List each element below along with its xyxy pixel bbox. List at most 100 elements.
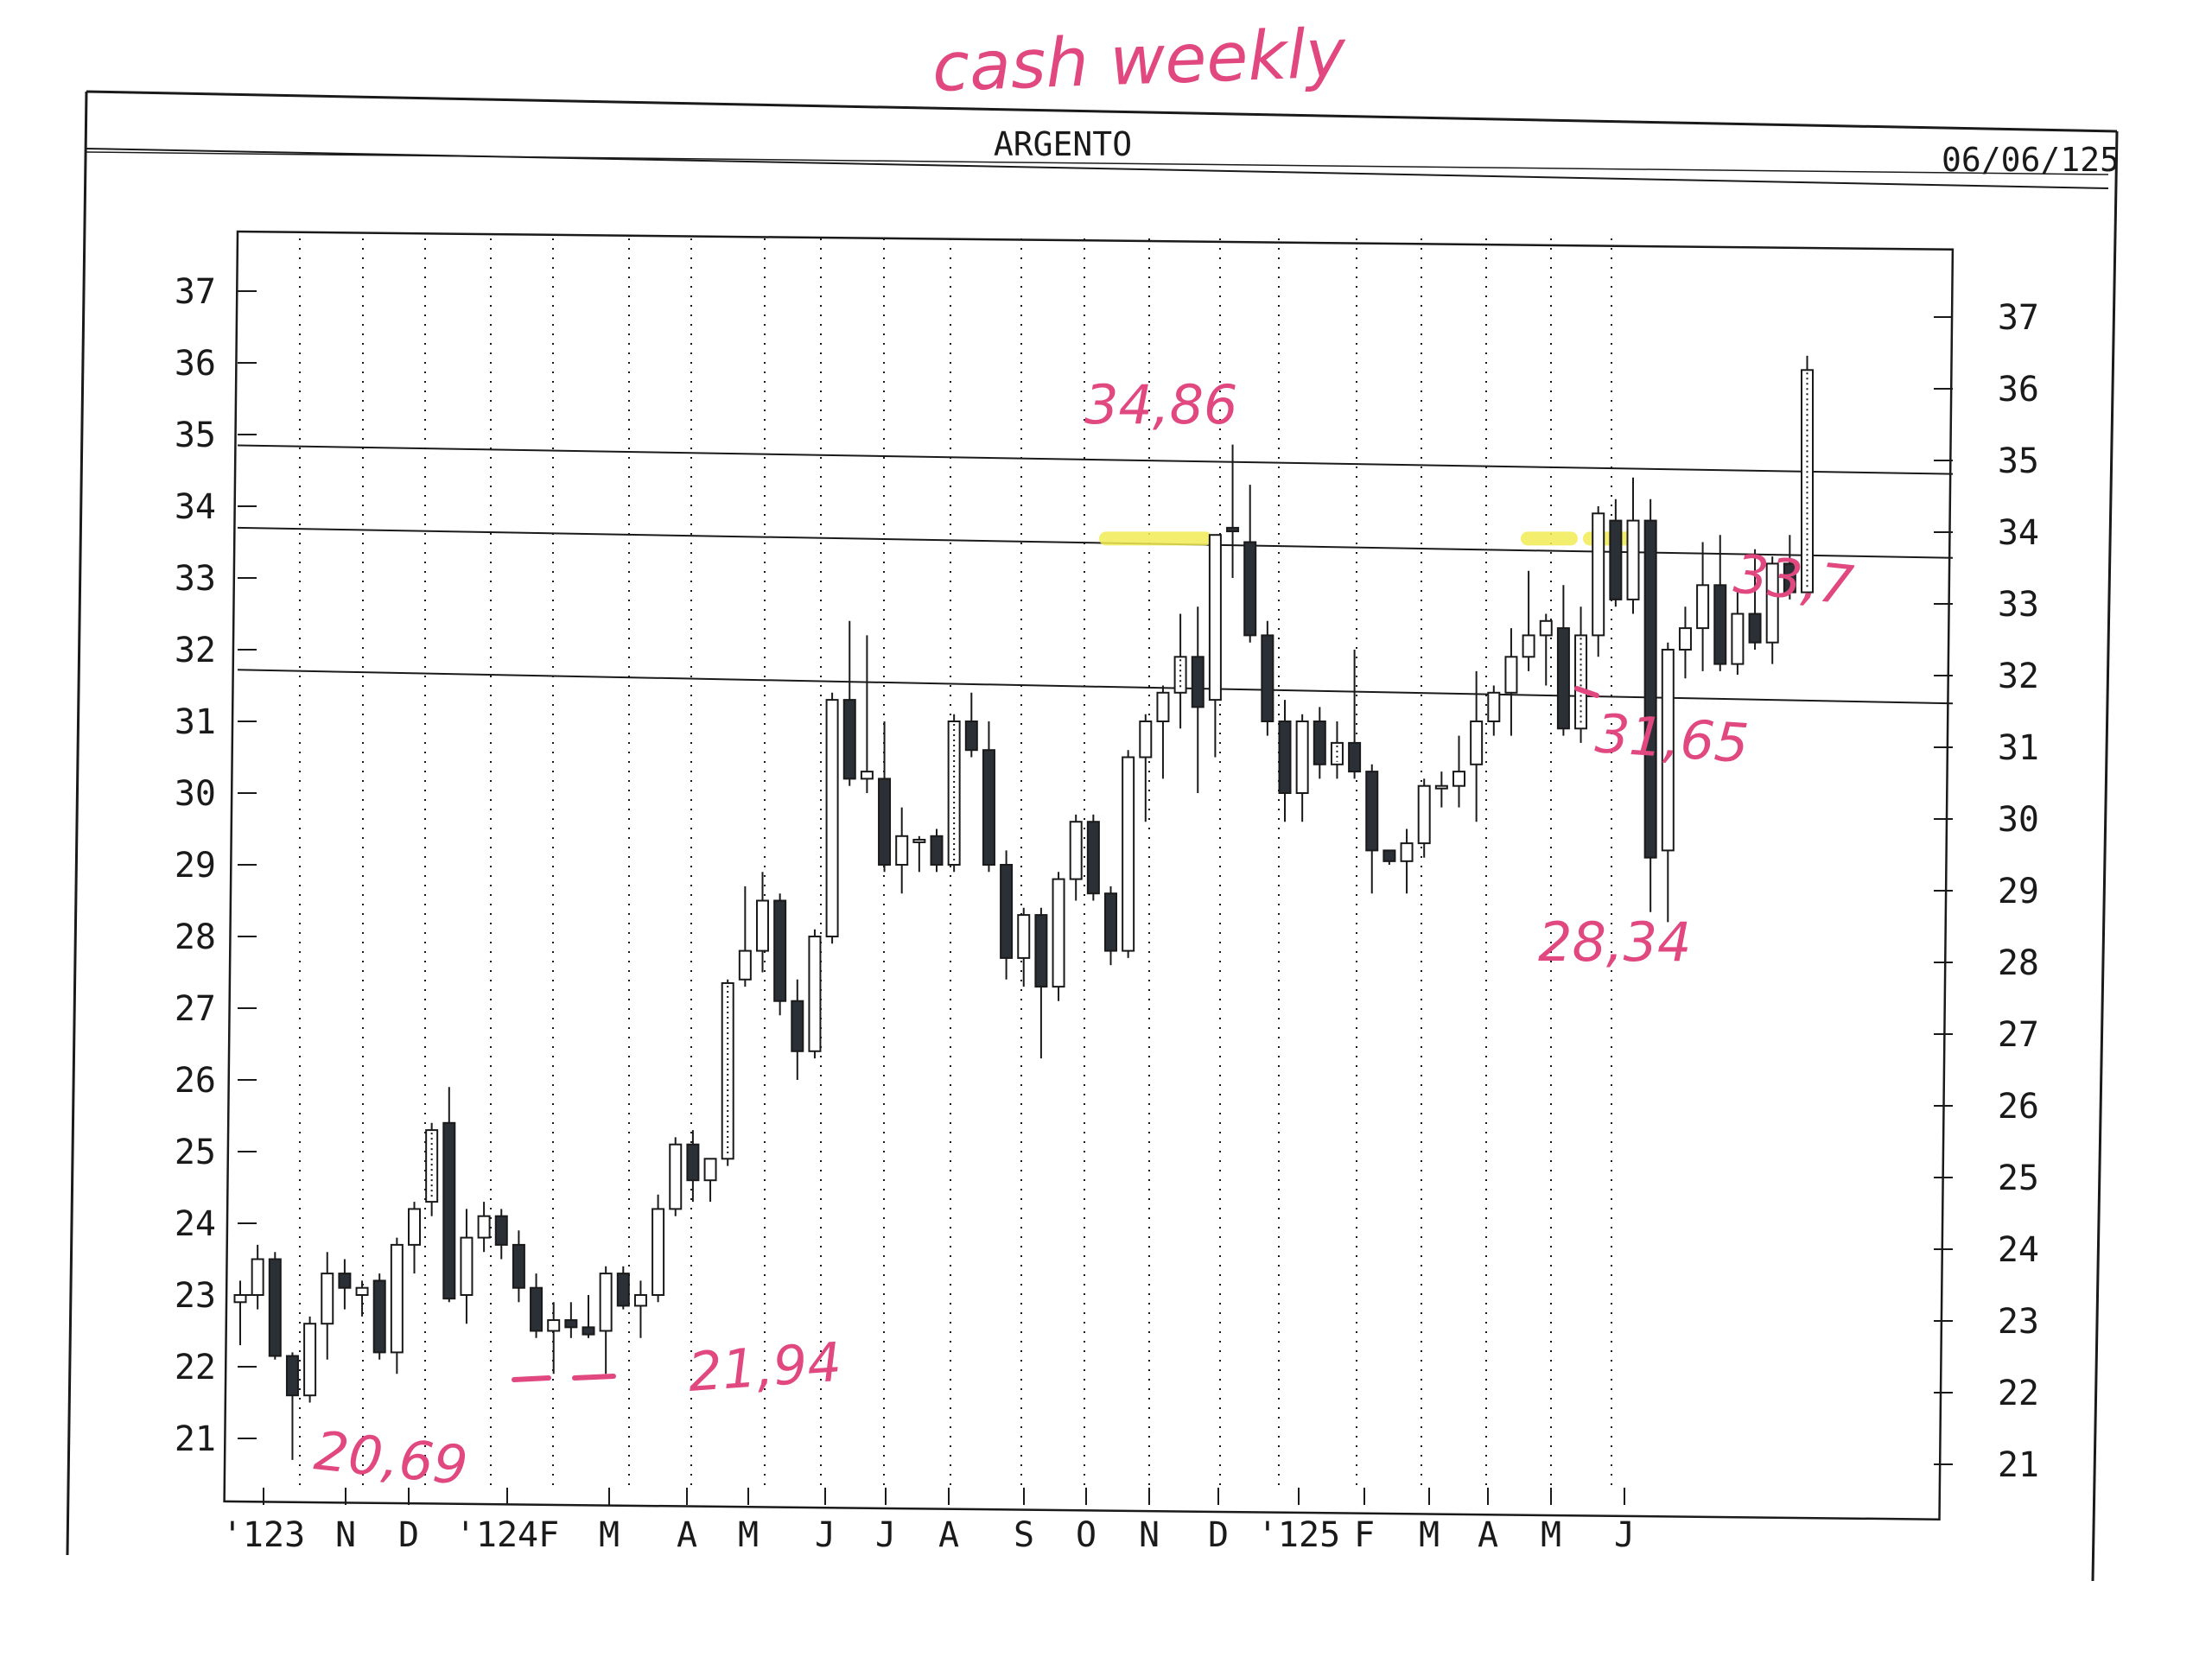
candle-body-down [1104, 892, 1117, 952]
candle-body-up [355, 1286, 369, 1296]
candle [1069, 814, 1083, 901]
candle [1313, 707, 1326, 779]
candle-body-up [1452, 771, 1465, 787]
candle-body-up [1661, 649, 1675, 852]
candle [408, 1202, 421, 1274]
candle-body-up [1731, 613, 1745, 665]
candle-body-up [1801, 369, 1814, 594]
candle-body-up [721, 981, 734, 1160]
x-tick-label: M [599, 1515, 620, 1555]
x-tick-label: F [1354, 1515, 1375, 1555]
candle-body-down [1000, 864, 1014, 959]
y-tick-label-right: 32 [1998, 657, 2039, 696]
candle-body-up [1592, 512, 1605, 637]
y-tick-label-right: 24 [1998, 1230, 2039, 1270]
candle-body-down [878, 778, 892, 867]
candle [773, 893, 787, 1016]
candle [460, 1209, 474, 1324]
candle [1783, 535, 1796, 600]
candle [1295, 714, 1309, 822]
candle [372, 1273, 386, 1360]
candle-body-up [860, 771, 874, 780]
candle-body-down [616, 1273, 630, 1307]
y-tick-label: 21 [175, 1419, 216, 1459]
candle-body-down [1313, 721, 1326, 765]
x-tick-label: J [875, 1515, 896, 1555]
candle [1504, 628, 1518, 736]
candle [1609, 498, 1623, 607]
candle [1173, 613, 1187, 729]
candle [599, 1266, 613, 1374]
y-tick-label-right: 35 [1998, 441, 2039, 481]
candle [1539, 613, 1553, 686]
candle-body-up [895, 835, 909, 866]
candle-body-down [773, 899, 787, 1002]
y-tick-label-right: 25 [1998, 1159, 2039, 1198]
candle-body-up [1487, 691, 1501, 722]
candle [1748, 549, 1762, 650]
candle [738, 886, 752, 987]
candles [233, 355, 1814, 1460]
candle [756, 872, 769, 973]
candle-body-up [390, 1243, 404, 1354]
candle [1104, 886, 1117, 966]
candle-body-up [233, 1294, 247, 1304]
candle-body-down [442, 1121, 456, 1300]
x-tick-label: M [738, 1515, 759, 1555]
candle-body-down [1748, 613, 1762, 644]
candle-body-up [425, 1129, 439, 1203]
candle-body-up [1052, 878, 1065, 988]
candle-body-down [1713, 584, 1727, 665]
candle-body-down [530, 1286, 543, 1332]
candle-body-down [930, 835, 944, 866]
candle [895, 807, 909, 894]
candle [912, 835, 926, 873]
candle [982, 721, 995, 873]
candle [1365, 764, 1379, 894]
candle [268, 1252, 282, 1360]
y-tick-label: 34 [175, 487, 216, 527]
candle-body-up [1626, 519, 1640, 600]
annotation-resistance: 33,7 [1731, 542, 1856, 617]
x-tick-label: J [1614, 1515, 1635, 1555]
x-tick-label: N [1139, 1515, 1160, 1555]
candle-body-up [669, 1143, 683, 1210]
y-tick-label: 30 [175, 774, 216, 814]
candle [1434, 771, 1448, 808]
candle [1713, 535, 1727, 671]
candle-body-up [321, 1273, 334, 1325]
candle-body-up [1156, 691, 1170, 722]
candle [233, 1280, 247, 1346]
candle-body-up [408, 1208, 421, 1246]
y-tick-label-right: 23 [1998, 1302, 2039, 1342]
candle [1226, 444, 1240, 578]
y-tick-label-right: 27 [1998, 1015, 2039, 1055]
candle-body-up [477, 1215, 491, 1239]
candle [860, 635, 874, 793]
x-tick-label: O [1076, 1515, 1096, 1555]
candle [477, 1202, 491, 1253]
candle [1556, 585, 1570, 736]
candle-body-down [494, 1215, 508, 1246]
candle-body-up [1417, 784, 1431, 845]
candle [1278, 700, 1292, 822]
candle [355, 1280, 369, 1317]
instrument-title: ARGENTO [994, 125, 1132, 163]
y-tick-label: 22 [175, 1348, 216, 1387]
y-tick-label: 36 [175, 344, 216, 384]
x-tick-label: '125 [1257, 1515, 1340, 1555]
candle-body-up [756, 899, 769, 952]
candle-body-down [1643, 519, 1657, 859]
candle-body-up [547, 1319, 561, 1332]
candle-body-up [460, 1236, 474, 1296]
candle [1417, 778, 1431, 858]
annotation-strokes [512, 686, 1599, 1382]
annotation-support: 31,65 [1593, 702, 1751, 775]
candle-body-up [1017, 914, 1031, 959]
candle [1574, 606, 1588, 743]
candle-body-down [842, 699, 856, 780]
candle-body-up [633, 1294, 647, 1307]
candle [442, 1087, 456, 1303]
candle [1261, 620, 1274, 736]
